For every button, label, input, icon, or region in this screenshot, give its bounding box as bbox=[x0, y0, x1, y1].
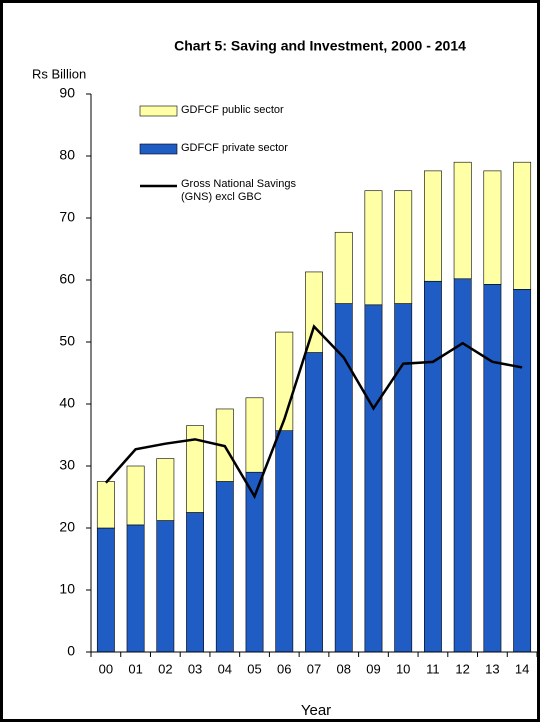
bar bbox=[156, 520, 175, 653]
bar bbox=[513, 288, 532, 653]
bar bbox=[96, 481, 115, 529]
x-tick-label: 01 bbox=[128, 661, 142, 676]
legend-label: GDFCF private sector bbox=[181, 142, 288, 154]
bar bbox=[245, 471, 264, 653]
y-tick-label: 10 bbox=[59, 581, 75, 597]
y-tick-label: 60 bbox=[59, 271, 75, 287]
bar bbox=[126, 524, 145, 653]
bar bbox=[186, 425, 204, 513]
x-tick-label: 13 bbox=[485, 661, 499, 676]
x-tick-label: 11 bbox=[426, 661, 440, 676]
x-tick-label: 14 bbox=[515, 661, 529, 676]
bar bbox=[305, 271, 323, 353]
bar bbox=[334, 231, 353, 304]
bar bbox=[394, 190, 413, 304]
y-tick-label: 70 bbox=[59, 209, 75, 225]
x-tick-label: 00 bbox=[99, 661, 113, 676]
y-axis-label: Rs Billion bbox=[32, 66, 86, 81]
bar bbox=[424, 170, 442, 282]
legend-swatch bbox=[139, 105, 178, 117]
bar bbox=[453, 278, 472, 653]
y-tick-label: 90 bbox=[59, 85, 75, 101]
line bbox=[104, 324, 523, 500]
bar bbox=[364, 304, 383, 653]
x-tick-label: 10 bbox=[396, 661, 410, 676]
legend-label: Gross National Savings (GNS) excl GBC bbox=[181, 178, 296, 203]
x-axis-label: Year bbox=[301, 702, 331, 719]
legend-swatch bbox=[139, 143, 178, 155]
legend-label: GDFCF public sector bbox=[181, 104, 284, 116]
bar bbox=[186, 512, 204, 653]
x-tick-label: 02 bbox=[158, 661, 172, 676]
bar bbox=[275, 430, 294, 653]
x-tick-label: 09 bbox=[366, 661, 380, 676]
x-tick-label: 08 bbox=[336, 661, 350, 676]
y-tick-label: 20 bbox=[59, 519, 75, 535]
y-tick-label: 50 bbox=[59, 333, 75, 349]
y-tick-label: 0 bbox=[67, 643, 75, 659]
x-tick-label: 07 bbox=[307, 661, 321, 676]
bar bbox=[424, 280, 442, 653]
bar bbox=[305, 352, 323, 653]
x-tick-label: 03 bbox=[188, 661, 202, 676]
chart-title: Chart 5: Saving and Investment, 2000 - 2… bbox=[174, 38, 466, 54]
bar bbox=[394, 303, 413, 653]
x-tick-label: 06 bbox=[277, 661, 291, 676]
bar bbox=[483, 284, 502, 653]
x-tick-label: 04 bbox=[218, 661, 232, 676]
bar bbox=[483, 170, 502, 285]
y-tick-label: 80 bbox=[59, 147, 75, 163]
y-tick-label: 40 bbox=[59, 395, 75, 411]
bar bbox=[126, 465, 145, 526]
x-tick-label: 05 bbox=[247, 661, 261, 676]
bar bbox=[215, 481, 234, 653]
bar bbox=[364, 190, 383, 306]
bar bbox=[245, 397, 264, 473]
bar bbox=[96, 527, 115, 653]
bar bbox=[453, 161, 472, 280]
bar bbox=[156, 458, 175, 521]
x-tick-label: 12 bbox=[455, 661, 469, 676]
bar bbox=[513, 161, 532, 290]
y-tick-label: 30 bbox=[59, 457, 75, 473]
